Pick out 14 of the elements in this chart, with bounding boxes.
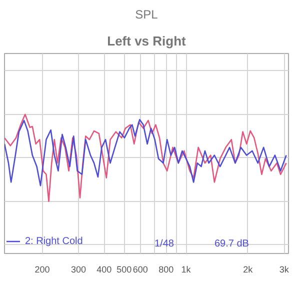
x-tick-label: 200 — [34, 264, 50, 274]
chart-subtitle: Left vs Right — [107, 34, 187, 48]
x-tick-label: 800 — [158, 264, 174, 274]
x-tick-label: 2k — [243, 264, 254, 274]
text: 69.7 dB — [214, 238, 250, 250]
text: 1/48 — [154, 238, 174, 250]
x-tick-label: 600 — [132, 264, 148, 274]
legend-label: 2: Right Cold — [25, 236, 83, 246]
x-tick-label: 1k — [181, 264, 192, 274]
x-tick-label: 500 — [116, 264, 132, 274]
x-tick-label: 300 — [70, 264, 86, 274]
x-tick-label: 3k — [279, 264, 290, 274]
x-tick-label: 400 — [96, 264, 112, 274]
chart-title: SPL — [135, 8, 158, 22]
